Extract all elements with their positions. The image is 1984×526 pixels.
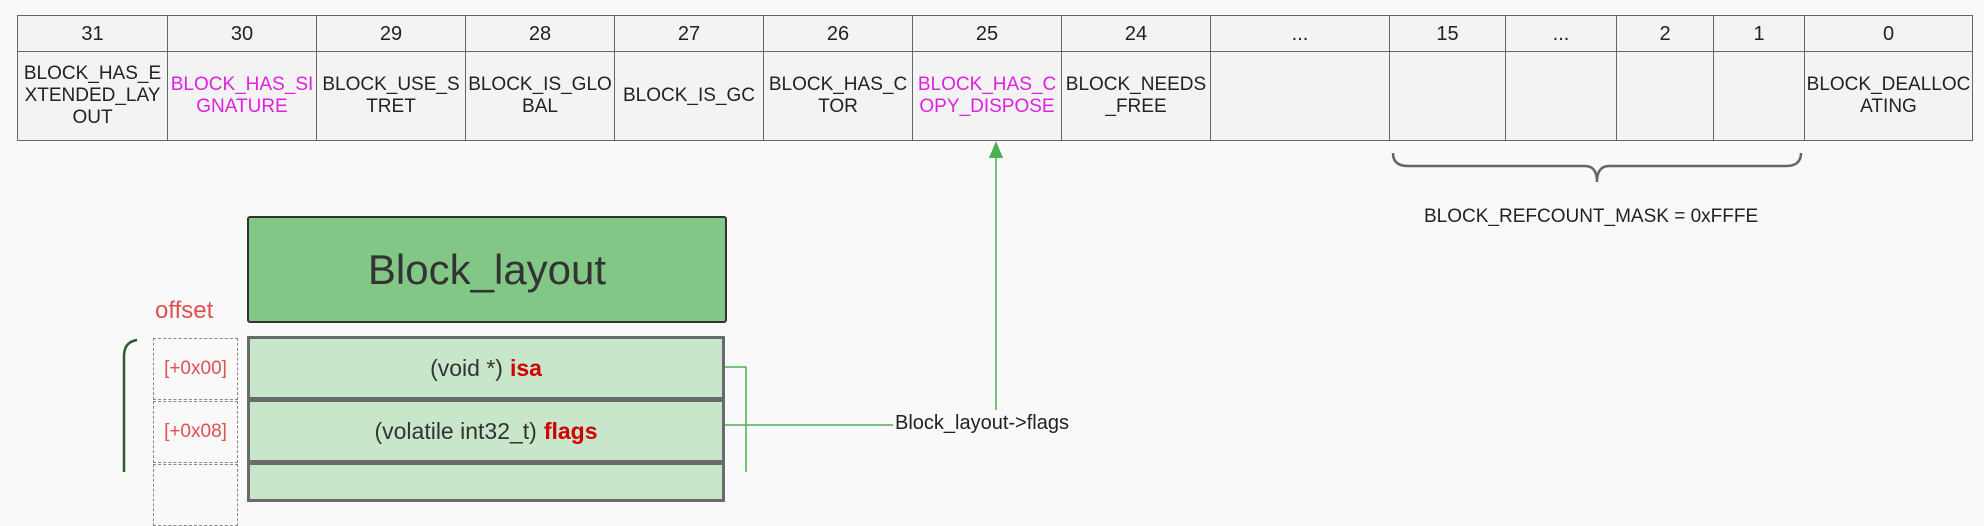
connector-lines bbox=[122, 141, 1803, 472]
bit-number-cell: 28 bbox=[465, 15, 615, 52]
struct-left-brace bbox=[122, 338, 138, 472]
bit-number-cell: 1 bbox=[1713, 15, 1805, 52]
flag-name-cell bbox=[1713, 51, 1805, 141]
flag-name-cell: BLOCK_NEEDS_FREE bbox=[1061, 51, 1211, 141]
refcount-mask-label: BLOCK_REFCOUNT_MASK = 0xFFFE bbox=[1424, 206, 1759, 227]
layout-side-line bbox=[725, 366, 747, 472]
offset-cell-next bbox=[153, 464, 238, 526]
flag-name-cell bbox=[1389, 51, 1506, 141]
row-field: isa bbox=[509, 354, 542, 381]
flag-name-row: BLOCK_HAS_EXTENDED_LAYOUT BLOCK_HAS_SIGNA… bbox=[17, 51, 1973, 141]
bit-number-cell: ... bbox=[1505, 15, 1617, 52]
layout-row-flags: (volatile int32_t) flags bbox=[247, 399, 725, 463]
flags-pointer-label: Block_layout->flags bbox=[895, 412, 1069, 434]
bit-number-cell: 26 bbox=[763, 15, 913, 52]
offset-header: offset bbox=[155, 297, 214, 324]
flag-name-cell: BLOCK_HAS_COPY_DISPOSE bbox=[912, 51, 1062, 141]
bit-number-cell: 31 bbox=[17, 15, 168, 52]
flag-name-cell: BLOCK_HAS_EXTENDED_LAYOUT bbox=[17, 51, 168, 141]
flag-name-cell: BLOCK_DEALLOCATING bbox=[1804, 51, 1973, 141]
layout-row-isa: (void *) isa bbox=[247, 336, 725, 400]
offset-cell-flags: [+0x08] bbox=[153, 401, 238, 463]
bit-number-cell: 15 bbox=[1389, 15, 1506, 52]
flag-name-cell: BLOCK_HAS_CTOR bbox=[763, 51, 913, 141]
bit-number-cell: 0 bbox=[1804, 15, 1973, 52]
block-layout-title: Block_layout bbox=[247, 216, 727, 323]
layout-row-next bbox=[247, 462, 725, 502]
row-field: flags bbox=[543, 417, 598, 444]
row-type: (void *) bbox=[430, 354, 503, 381]
block-flags-diagram: 31 30 29 28 27 26 25 24... 15... 2 1 0 BLOCK_HAS_EX… bbox=[17, 15, 1973, 526]
flag-name-cell: BLOCK_IS_GLOBAL bbox=[465, 51, 615, 141]
flags-bit-table: 31 30 29 28 27 26 25 24... 15... 2 1 0 BLOCK_HAS_EX… bbox=[17, 15, 1973, 141]
row-type: (volatile int32_t) bbox=[374, 417, 537, 444]
flag-name-cell: BLOCK_IS_GC bbox=[614, 51, 764, 141]
bit-number-cell: 2 bbox=[1616, 15, 1714, 52]
bit-number-cell: 27 bbox=[614, 15, 764, 52]
flag-name-cell bbox=[1505, 51, 1617, 141]
bit-number-cell: 24 bbox=[1061, 15, 1211, 52]
offset-cell-isa: [+0x00] bbox=[153, 338, 238, 400]
refcount-brace bbox=[1391, 152, 1803, 183]
bit-number-row: 31 30 29 28 27 26 25 24... 15... 2 1 0 bbox=[17, 15, 1973, 52]
bit-number-cell: ... bbox=[1210, 15, 1390, 52]
flag-name-cell bbox=[1210, 51, 1390, 141]
flags-arrow-head bbox=[989, 141, 1003, 158]
flag-name-cell bbox=[1616, 51, 1714, 141]
bit-number-cell: 25 bbox=[912, 15, 1062, 52]
